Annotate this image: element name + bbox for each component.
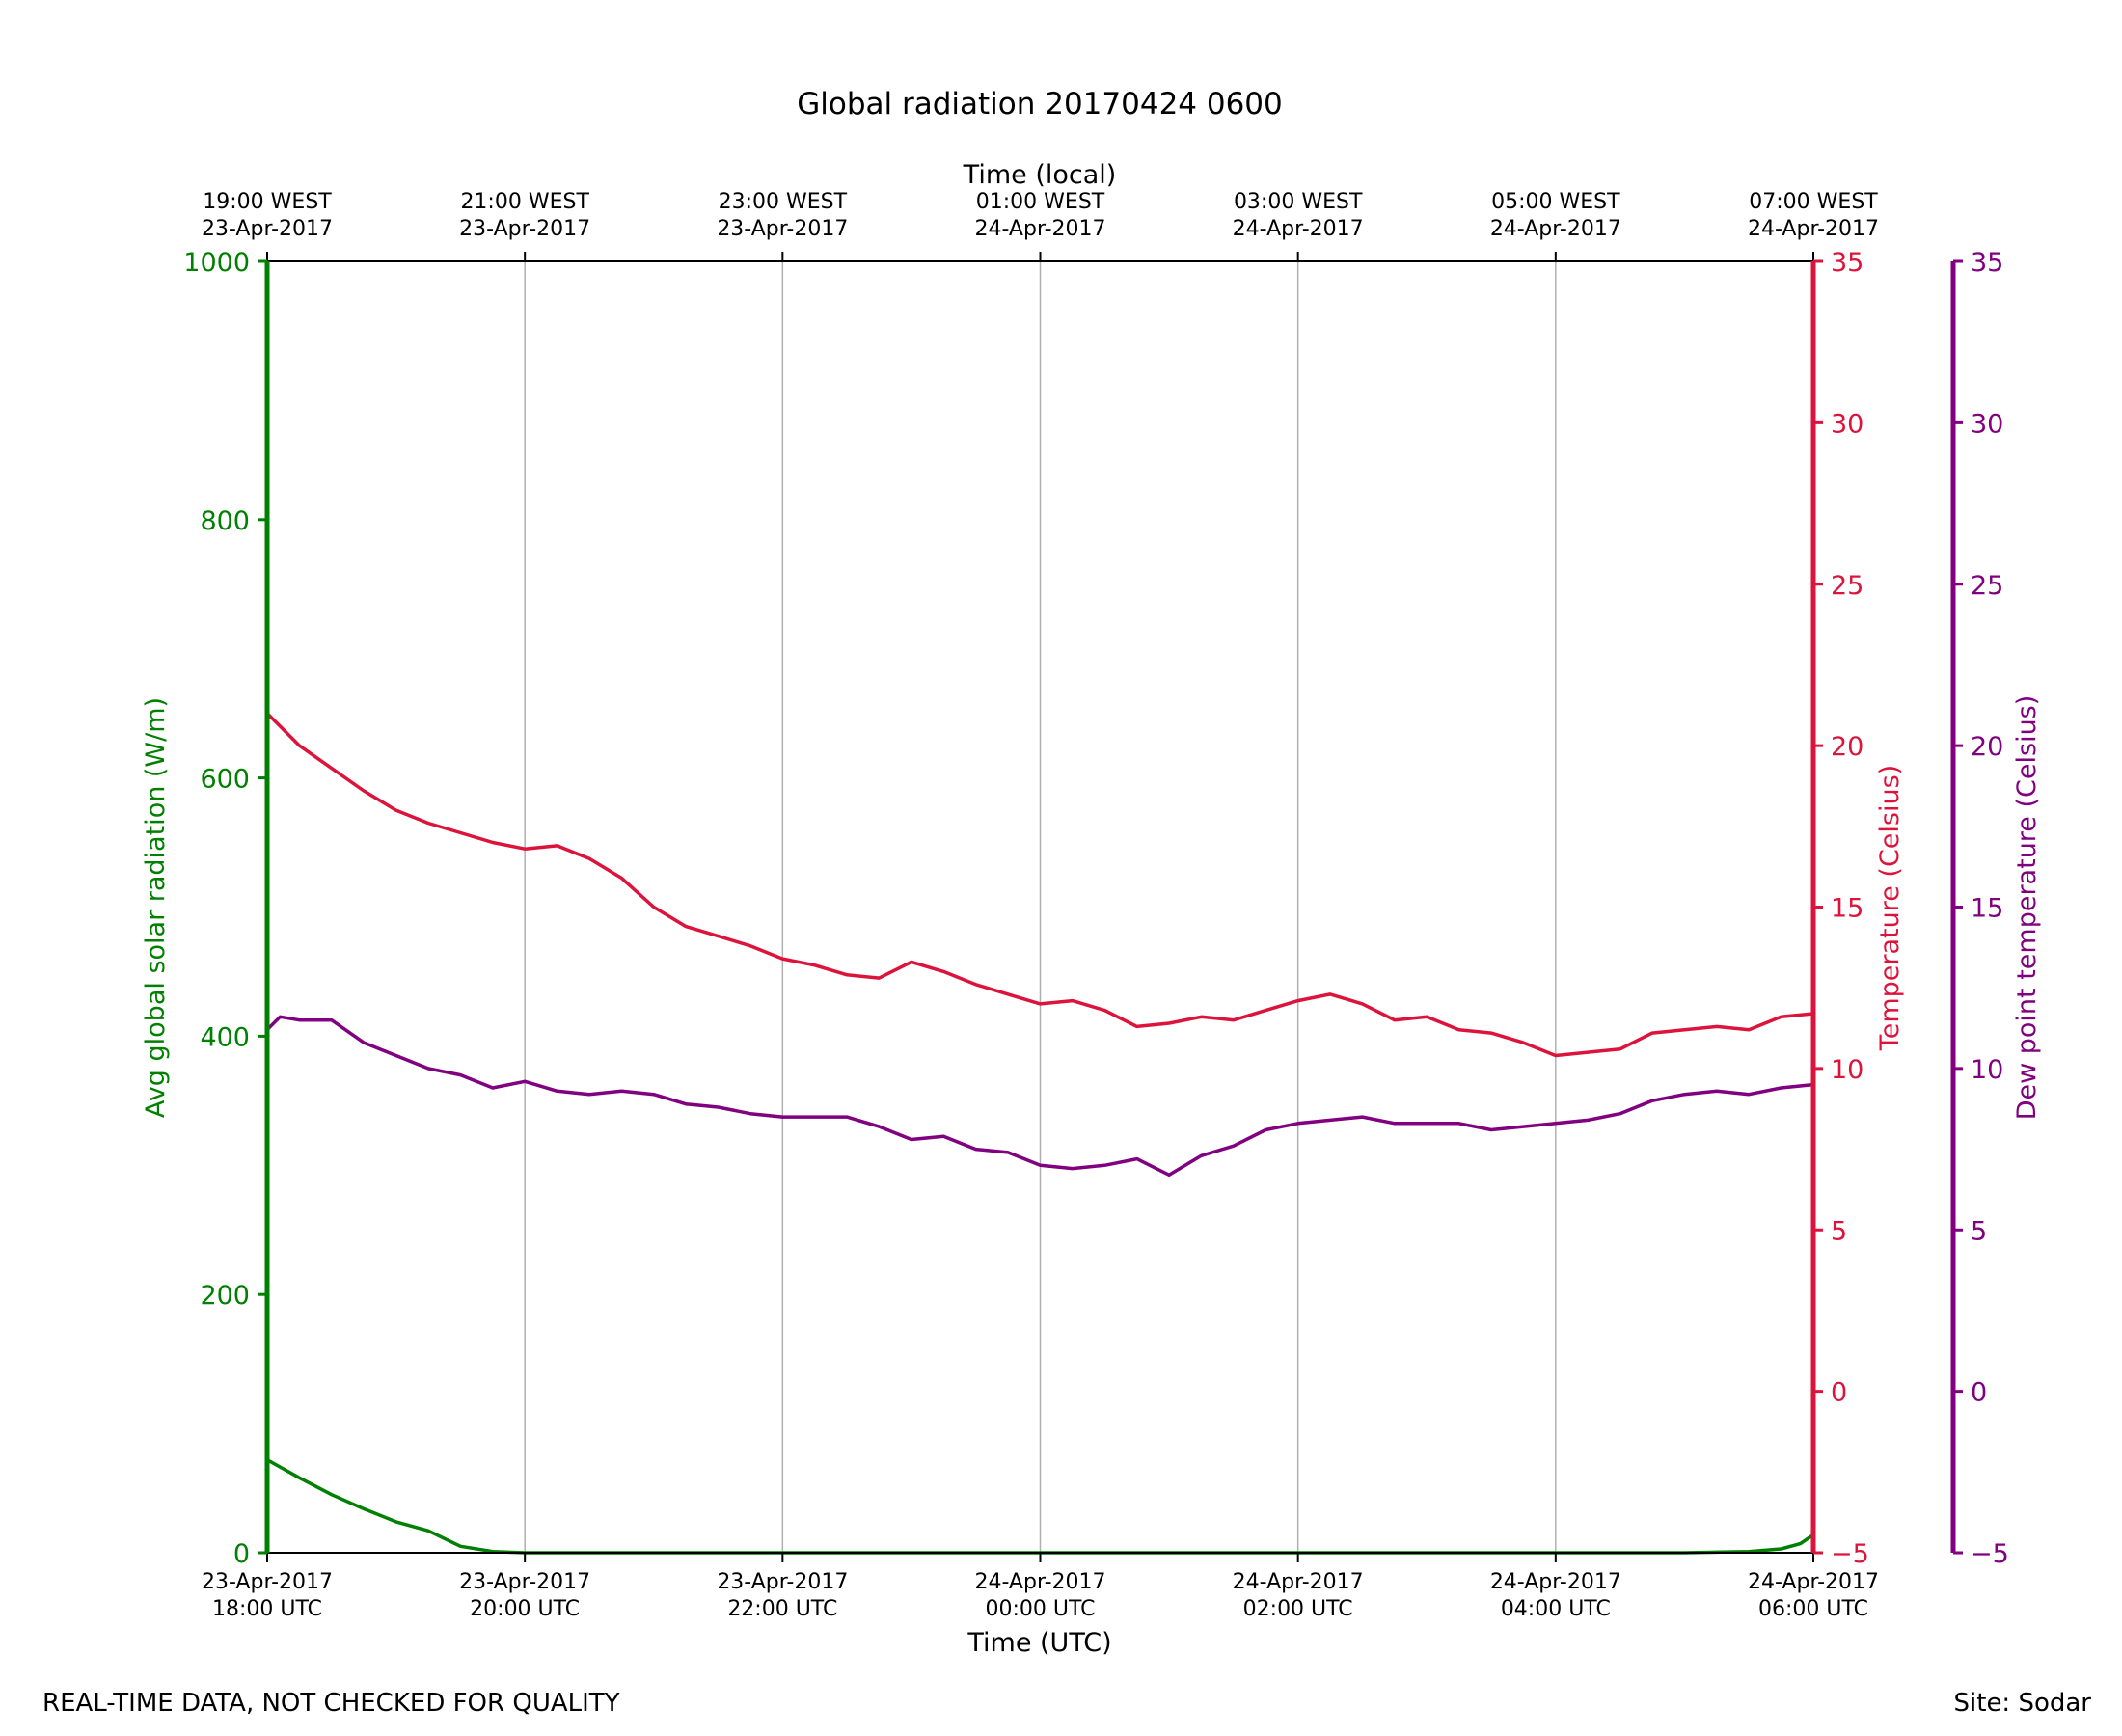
y-right-temperature-tick-label: 30 xyxy=(1831,409,1864,439)
x-bottom-tick-date: 24-Apr-2017 xyxy=(1490,1570,1621,1594)
x-top-tick-time: 07:00 WEST xyxy=(1749,190,1878,214)
chart-title: Global radiation 20170424 0600 xyxy=(797,87,1283,122)
y-left-tick-label: 800 xyxy=(200,506,250,536)
y-right-temperature-tick-label: 15 xyxy=(1831,894,1864,924)
x-top-tick-date: 23-Apr-2017 xyxy=(202,217,333,241)
x-bottom-tick-time: 00:00 UTC xyxy=(985,1597,1095,1621)
x-top-tick-time: 03:00 WEST xyxy=(1234,190,1363,214)
y-right-temperature-tick-label: 35 xyxy=(1831,248,1864,278)
y-right-temperature-tick-label: −5 xyxy=(1831,1539,1869,1569)
x-top-tick-date: 24-Apr-2017 xyxy=(1490,217,1621,241)
y-right-dewpoint-tick-label: 15 xyxy=(1971,894,2003,924)
x-bottom-axis-label: Time (UTC) xyxy=(966,1628,1111,1658)
tick-labels: 23-Apr-2017 18:00 UTC 23-Apr-2017 20:00 UTC… xyxy=(183,190,2009,1621)
x-top-tick-date: 23-Apr-2017 xyxy=(717,217,848,241)
y-right-dewpoint-tick-label: 25 xyxy=(1971,571,2003,601)
axes xyxy=(264,260,1956,1554)
y-right1-axis-label: Temperature (Celsius) xyxy=(1875,765,1905,1051)
x-bottom-tick-date: 24-Apr-2017 xyxy=(974,1570,1105,1594)
y-right-temperature-tick-label: 0 xyxy=(1831,1378,1847,1408)
y-left-tick-label: 1000 xyxy=(183,248,250,278)
x-top-tick-date: 23-Apr-2017 xyxy=(459,217,590,241)
grid-lines xyxy=(524,261,1557,1553)
y-right-dewpoint-tick-label: 20 xyxy=(1971,732,2003,762)
x-bottom-tick-date: 23-Apr-2017 xyxy=(202,1570,333,1594)
y-right-temperature-tick-label: 10 xyxy=(1831,1055,1864,1085)
footer-site: Site: Sodar xyxy=(1954,1689,2092,1718)
x-top-tick-time: 05:00 WEST xyxy=(1491,190,1620,214)
x-top-tick-date: 24-Apr-2017 xyxy=(1748,217,1879,241)
series-line-right2 xyxy=(265,1015,1814,1178)
y-left-tick-label: 200 xyxy=(200,1281,250,1311)
x-bottom-tick-date: 23-Apr-2017 xyxy=(717,1570,848,1594)
y-left-tick-label: 600 xyxy=(200,765,250,795)
x-bottom-tick-time: 18:00 UTC xyxy=(212,1597,322,1621)
x-bottom-tick-date: 24-Apr-2017 xyxy=(1233,1570,1364,1594)
y-left-axis-label: Avg global solar radiation (W/m) xyxy=(141,697,171,1118)
x-top-tick-time: 21:00 WEST xyxy=(460,190,589,214)
y-right-dewpoint-tick-label: 5 xyxy=(1971,1216,1987,1246)
y-right-dewpoint-tick-label: 35 xyxy=(1971,248,2003,278)
y-right-temperature-tick-label: 5 xyxy=(1831,1216,1847,1246)
y-right-dewpoint-tick-label: 10 xyxy=(1971,1055,2003,1085)
x-bottom-tick-time: 20:00 UTC xyxy=(470,1597,580,1621)
x-bottom-tick-time: 04:00 UTC xyxy=(1501,1597,1611,1621)
y-right-dewpoint-tick-label: 30 xyxy=(1971,409,2003,439)
y-right-dewpoint-tick-label: 0 xyxy=(1971,1378,1987,1408)
x-top-tick-date: 24-Apr-2017 xyxy=(974,217,1105,241)
footer-quality-note: REAL-TIME DATA, NOT CHECKED FOR QUALITY xyxy=(42,1689,620,1718)
x-top-tick-time: 01:00 WEST xyxy=(976,190,1105,214)
chart-text: Global radiation 20170424 0600 Time (loc… xyxy=(42,87,2091,1718)
x-bottom-tick-time: 22:00 UTC xyxy=(727,1597,837,1621)
x-top-axis-label: Time (local) xyxy=(963,160,1117,190)
x-bottom-tick-time: 06:00 UTC xyxy=(1758,1597,1868,1621)
y-right-dewpoint-tick-label: −5 xyxy=(1971,1539,2009,1569)
x-top-tick-time: 19:00 WEST xyxy=(203,190,332,214)
x-bottom-tick-date: 23-Apr-2017 xyxy=(459,1570,590,1594)
y-right-temperature-tick-label: 20 xyxy=(1831,732,1864,762)
x-top-tick-time: 23:00 WEST xyxy=(719,190,848,214)
series-line-right1 xyxy=(265,712,1814,1058)
x-bottom-tick-date: 24-Apr-2017 xyxy=(1748,1570,1879,1594)
x-top-tick-date: 24-Apr-2017 xyxy=(1233,217,1364,241)
y-left-tick-label: 0 xyxy=(233,1539,250,1569)
x-bottom-tick-time: 02:00 UTC xyxy=(1243,1597,1353,1621)
y-right-temperature-tick-label: 25 xyxy=(1831,571,1864,601)
y-right2-axis-label: Dew point temperature (Celsius) xyxy=(2012,695,2042,1121)
y-left-tick-label: 400 xyxy=(200,1022,250,1052)
